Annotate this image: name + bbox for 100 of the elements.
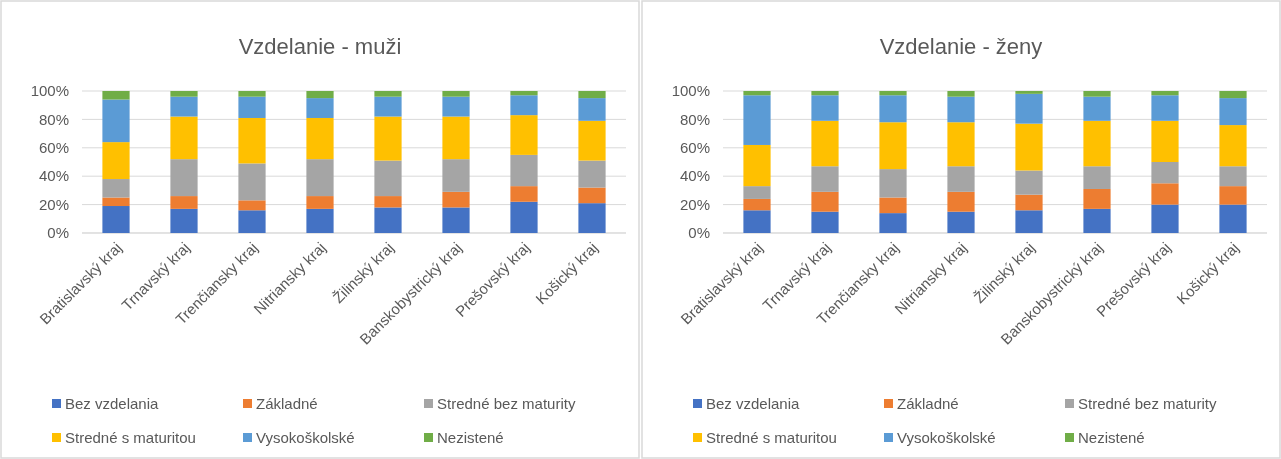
bar xyxy=(743,186,771,199)
bar xyxy=(238,96,266,118)
bar xyxy=(170,91,198,97)
bar xyxy=(879,213,907,233)
bar xyxy=(578,160,606,188)
bar xyxy=(306,98,334,118)
legend-label: Vysokoškolské xyxy=(256,429,355,447)
bar xyxy=(1219,98,1247,126)
bar xyxy=(743,91,771,96)
bar xyxy=(510,95,538,116)
bar xyxy=(170,196,198,209)
bar xyxy=(1083,91,1111,97)
legend-label: Nezistené xyxy=(437,429,504,447)
bar xyxy=(238,163,266,201)
bar xyxy=(374,160,402,197)
bar xyxy=(374,91,402,97)
bar xyxy=(1151,120,1179,162)
bar xyxy=(947,166,975,192)
y-tick-label: 60% xyxy=(38,139,69,157)
bar xyxy=(442,91,470,97)
bar xyxy=(947,191,975,212)
bar xyxy=(374,207,402,233)
legend-label: Stredné s maturitou xyxy=(65,429,196,447)
bar xyxy=(578,91,606,99)
bar xyxy=(1015,210,1043,233)
bar xyxy=(743,144,771,187)
y-tick-label: 0% xyxy=(688,224,710,242)
bar xyxy=(879,95,907,123)
bar xyxy=(306,117,334,160)
y-tick-label: 20% xyxy=(38,195,69,213)
chart-title: Vzdelanie - muži xyxy=(238,33,402,59)
bar xyxy=(510,154,538,187)
bar xyxy=(1219,91,1247,99)
bar xyxy=(1015,170,1043,195)
bar xyxy=(811,211,839,233)
bar xyxy=(578,98,606,121)
bar xyxy=(811,191,839,212)
bar xyxy=(811,95,839,121)
bar xyxy=(442,116,470,160)
bar xyxy=(442,207,470,233)
bar xyxy=(811,120,839,167)
bar xyxy=(1015,194,1043,211)
bar xyxy=(578,187,606,204)
bar xyxy=(1015,123,1043,171)
bar xyxy=(1083,188,1111,209)
y-tick-label: 80% xyxy=(38,110,69,128)
bar xyxy=(442,191,470,208)
bar xyxy=(879,91,907,96)
legend-label: Stredné s maturitou xyxy=(706,429,837,447)
bar xyxy=(238,117,266,164)
bar xyxy=(238,91,266,97)
bar xyxy=(743,198,771,211)
bar xyxy=(306,159,334,197)
bar xyxy=(1151,162,1179,184)
bar xyxy=(1151,204,1179,233)
bar xyxy=(1219,166,1247,187)
bar xyxy=(374,96,402,117)
bar xyxy=(1151,91,1179,96)
bar xyxy=(442,159,470,192)
y-tick-label: 0% xyxy=(47,224,69,242)
y-tick-label: 40% xyxy=(679,167,710,185)
bar xyxy=(1083,208,1111,233)
bar xyxy=(374,196,402,208)
bar xyxy=(1083,166,1111,189)
bar xyxy=(1219,125,1247,167)
chart-title: Vzdelanie - ženy xyxy=(879,33,1043,59)
bar xyxy=(1015,91,1043,94)
y-tick-label: 40% xyxy=(38,167,69,185)
bar xyxy=(879,122,907,170)
bar xyxy=(102,99,130,143)
bar xyxy=(578,120,606,161)
bar xyxy=(102,142,130,180)
bar xyxy=(1083,96,1111,121)
y-tick-label: 100% xyxy=(671,82,710,100)
bar xyxy=(510,186,538,202)
bar xyxy=(947,122,975,167)
bar xyxy=(743,95,771,145)
bar xyxy=(170,159,198,197)
legend-label: Základné xyxy=(897,395,959,413)
bar xyxy=(510,115,538,155)
bar xyxy=(1219,186,1247,205)
legend-label: Bez vzdelania xyxy=(706,395,801,413)
bar xyxy=(879,197,907,214)
bar xyxy=(238,210,266,233)
bar xyxy=(1083,120,1111,167)
legend-label: Základné xyxy=(256,395,318,413)
legend-label: Vysokoškolské xyxy=(897,429,996,447)
bar xyxy=(102,206,130,233)
bar xyxy=(102,179,130,198)
bar xyxy=(947,96,975,123)
bar xyxy=(947,211,975,233)
bar xyxy=(743,210,771,233)
bar xyxy=(578,203,606,233)
y-tick-label: 80% xyxy=(679,110,710,128)
bar xyxy=(306,208,334,233)
bar xyxy=(811,91,839,96)
y-tick-label: 20% xyxy=(679,195,710,213)
legend-label: Bez vzdelania xyxy=(65,395,160,413)
y-tick-label: 100% xyxy=(30,82,69,100)
bar xyxy=(306,196,334,209)
